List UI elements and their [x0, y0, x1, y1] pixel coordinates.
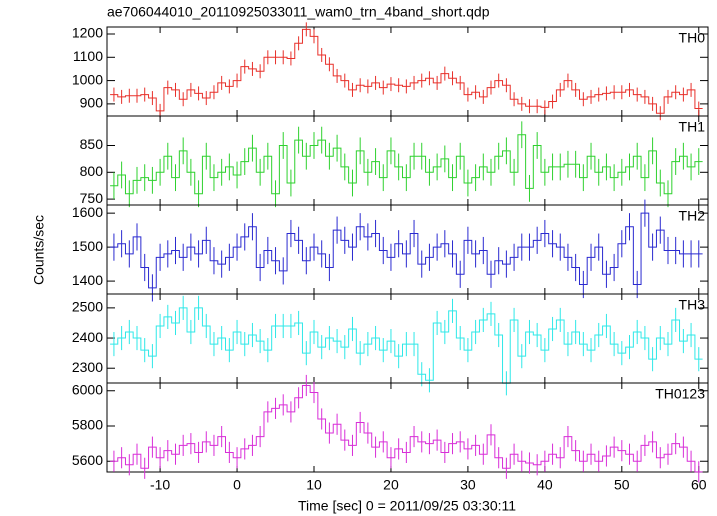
y-tick-label: 1600: [72, 204, 103, 220]
x-tick-label: 50: [614, 477, 630, 493]
panel-label: TH0123: [655, 386, 705, 402]
y-tick-label: 6000: [72, 381, 103, 397]
y-tick-label: 750: [80, 190, 104, 206]
y-tick-label: 2400: [72, 329, 103, 345]
x-tick-label: 30: [460, 477, 476, 493]
y-tick-label: 1400: [72, 272, 103, 288]
y-tick-label: 1000: [72, 71, 103, 87]
panel-frame: [106, 382, 709, 473]
chart-title: ae706044010_20110925033011_wam0_trn_4ban…: [107, 4, 490, 20]
step-line: [110, 134, 703, 195]
step-line: [110, 307, 703, 384]
y-tick-label: 1500: [72, 238, 103, 254]
panel-frame: [106, 26, 709, 117]
panel-label: TH0: [679, 30, 706, 46]
panel-frame: [106, 115, 709, 206]
x-tick-label: 0: [233, 477, 241, 493]
x-tick-label: 20: [383, 477, 399, 493]
y-tick-label: 1200: [72, 25, 103, 41]
panel-label: TH2: [679, 208, 706, 224]
y-tick-label: 800: [80, 163, 104, 179]
panel-label: TH3: [679, 297, 706, 313]
y-axis-label: Counts/sec: [31, 215, 47, 285]
y-tick-label: 850: [80, 136, 104, 152]
y-tick-label: 900: [80, 95, 104, 111]
x-tick-label: -10: [150, 477, 170, 493]
y-tick-label: 5600: [72, 452, 103, 468]
y-tick-label: 2300: [72, 359, 103, 375]
panel-frame: [106, 293, 709, 384]
x-tick-label: 40: [537, 477, 553, 493]
y-tick-label: 5800: [72, 417, 103, 433]
x-axis-label: Time [sec] 0 = 2011/09/25 03:30:11: [298, 498, 516, 514]
y-tick-label: 1100: [73, 48, 103, 64]
panel-label: TH1: [679, 119, 706, 135]
x-tick-label: 10: [306, 477, 322, 493]
step-line: [110, 28, 703, 114]
y-tick-label: 2500: [72, 299, 103, 315]
x-tick-label: 60: [691, 477, 707, 493]
